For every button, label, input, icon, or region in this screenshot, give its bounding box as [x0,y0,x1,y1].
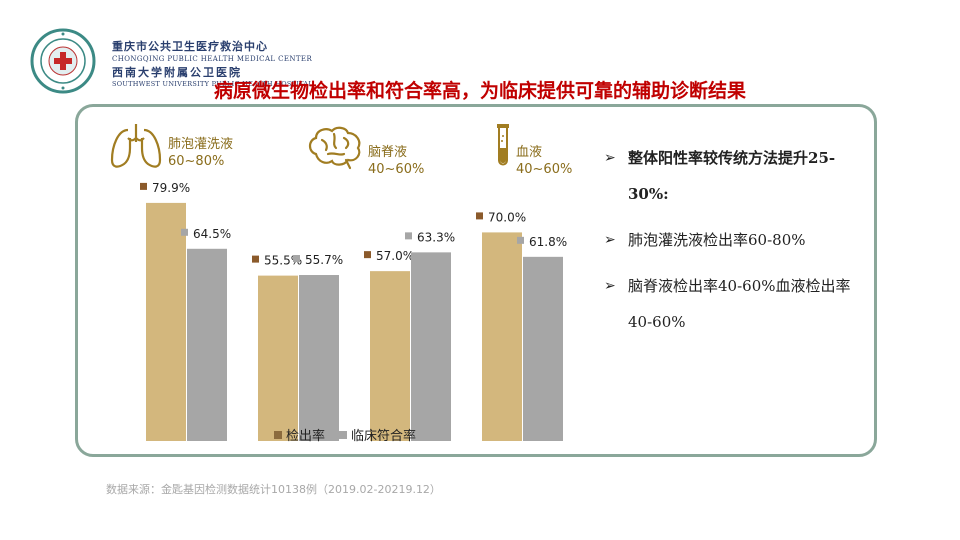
legend-swatch [339,430,348,439]
data-label-marker [364,251,371,259]
test-tube-icon [497,124,509,166]
finding-text: 脑脊液检出率40-60%血液检出率40-60% [628,277,851,331]
legend-item: 临床符合率 [339,425,416,444]
sample-name: 肺泡灌洗液 [168,137,234,152]
data-label: 70.0% [488,210,526,224]
data-label-marker [181,228,188,236]
data-label: 64.5% [193,227,231,241]
data-label: 57.0% [376,249,414,263]
data-label: 55.5% [264,254,302,268]
sample-range: 60~80% [168,154,225,169]
legend-label: 检出率 [286,429,326,444]
data-label-marker [405,232,412,240]
bar-detection-3 [370,271,410,441]
university-name-cn: 西南大学附属公卫医院 [112,66,242,79]
findings-list: ➢ 整体阳性率较传统方法提升25-30%: ➢ 肺泡灌洗液检出率60-80% ➢… [604,140,866,350]
page-title: 病原微生物检出率和符合率高，为临床提供可靠的辅助诊断结果 [213,80,746,102]
org-name-en: CHONGQING PUBLIC HEALTH MEDICAL CENTER [112,55,313,63]
finding-item: ➢ 脑脊液检出率40-60%血液检出率40-60% [604,268,866,340]
sample-name: 脑脊液 [368,145,408,160]
sample-csf: 脑脊液 40~60% [306,124,424,178]
data-label: 79.9% [152,181,190,195]
finding-item: ➢ 肺泡灌洗液检出率60-80% [604,222,866,258]
brain-icon [308,126,361,170]
legend-item: 检出率 [274,425,325,444]
bar-clinical-3 [411,252,451,441]
arrow-bullet-icon: ➢ [604,232,616,248]
sample-balf: 肺泡灌洗液 60~80% [108,120,233,172]
chart-legend: 检出率 临床符合率 [274,425,416,444]
data-label-marker [517,236,524,244]
finding-text: 肺泡灌洗液检出率60-80% [628,231,806,249]
finding-text: 整体阳性率较传统方法提升25-30%: [628,149,836,203]
data-source-note: 数据来源：金匙基因检测数据统计10138例（2019.02-20219.12） [106,483,441,496]
data-label-marker [293,255,300,263]
finding-item: ➢ 整体阳性率较传统方法提升25-30%: [604,140,866,212]
sample-range: 40~60% [368,162,425,177]
sample-blood: 血液 40~60% [494,122,572,178]
arrow-bullet-icon: ➢ [604,150,616,166]
organization-name: 重庆市公共卫生医疗救治中心 CHONGQING PUBLIC HEALTH ME… [112,38,313,88]
university-name-en: SOUTHWEST UNIVERSITY PUBLIC HEALTH HOSPI… [112,80,314,88]
bar-detection-4 [482,232,522,441]
bar-clinical-4 [523,256,563,441]
data-label: 61.8% [529,235,567,249]
sample-name: 血液 [516,145,543,160]
data-label-marker [140,182,147,190]
arrow-bullet-icon: ➢ [604,278,616,294]
legend-swatch [274,430,282,439]
legend-label: 临床符合率 [351,429,417,444]
bar-clinical-1 [187,248,227,441]
org-name-cn: 重庆市公共卫生医疗救治中心 [112,40,268,53]
lungs-icon [110,124,162,168]
data-label-marker [252,255,259,263]
hospital-logo [30,28,96,94]
content-panel [75,104,877,457]
bar-detection-1 [146,202,186,441]
bar-detection-2 [258,275,298,441]
data-label-marker [476,212,483,220]
bar-clinical-2 [299,275,339,441]
data-label: 55.7% [305,253,343,267]
data-label: 63.3% [417,230,455,244]
sample-range: 40~60% [516,162,573,177]
